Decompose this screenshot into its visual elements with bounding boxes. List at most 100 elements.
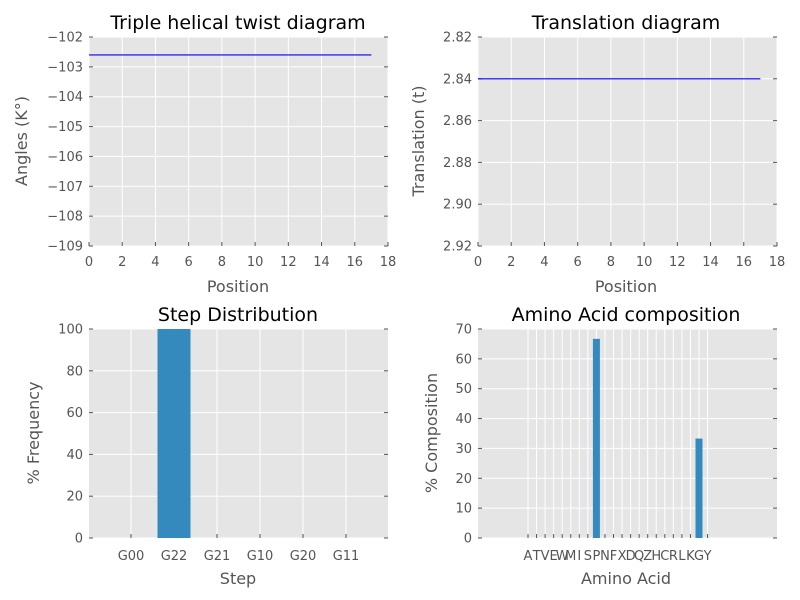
twist-plot-area xyxy=(89,37,388,246)
translation-ytick-label: 2.90 xyxy=(443,198,472,213)
twist-xtick-label: 12 xyxy=(280,255,297,270)
twist-xtick-label: 8 xyxy=(218,255,226,270)
translation-xtick-label: 4 xyxy=(540,255,548,270)
amino-xtick-label: P xyxy=(592,549,600,564)
translation-xtick-label: 2 xyxy=(507,255,515,270)
amino-xtick-label: Q xyxy=(634,549,644,564)
translation-xlabel: Position xyxy=(595,277,657,296)
twist-xtick-label: 2 xyxy=(118,255,126,270)
steps-ytick-label: 60 xyxy=(66,406,83,421)
twist-title: Triple helical twist diagram xyxy=(109,12,365,34)
twist-xtick-label: 4 xyxy=(151,255,159,270)
amino-xtick-label: L xyxy=(678,549,686,564)
amino-xtick-label: X xyxy=(618,549,627,564)
twist-ytick-label: −108 xyxy=(47,210,83,225)
amino-xtick-label: C xyxy=(660,549,669,564)
twist-chart: 0 2 4 6 8 10 12 14 16 18 −102 −103 −104 −105 −106 −107 −… xyxy=(12,12,396,296)
amino-chart: 0 10 20 30 40 50 60 70 A T V EWM I S P N F X DQZ H C R L K G Y Am… xyxy=(422,304,777,588)
twist-ytick-label: −105 xyxy=(47,120,83,135)
amino-xtick-label: G xyxy=(694,549,704,564)
translation-xtick-label: 0 xyxy=(474,255,482,270)
steps-xtick-label: G20 xyxy=(290,549,317,564)
steps-ytick-label: 20 xyxy=(66,490,83,505)
twist-ytick-label: −106 xyxy=(47,150,83,165)
amino-ytick-label: 0 xyxy=(464,532,472,547)
amino-xtick-label: Z xyxy=(643,549,652,564)
steps-bar xyxy=(157,329,191,538)
translation-plot-area xyxy=(478,37,777,246)
steps-xlabel: Step xyxy=(220,569,256,588)
amino-title: Amino Acid composition xyxy=(512,304,741,326)
steps-plot-area xyxy=(89,329,388,538)
amino-xtick-label: M xyxy=(565,549,576,564)
amino-xtick-label: A xyxy=(524,549,533,564)
translation-ytick-label: 2.88 xyxy=(443,156,472,171)
twist-ytick-label: −103 xyxy=(47,60,83,75)
amino-ytick-label: 40 xyxy=(455,412,472,427)
amino-xtick-label: K xyxy=(686,549,695,564)
steps-xtick-label: G10 xyxy=(247,549,274,564)
translation-ytick-label: 2.82 xyxy=(443,31,472,46)
twist-ytick-label: −107 xyxy=(47,180,83,195)
amino-ticks: 0 10 20 30 40 50 60 70 A T V EWM I S P N F X DQZ H C R L K G Y xyxy=(455,323,777,564)
translation-ticks: 0 2 4 6 8 10 12 14 16 18 2.82 2.84 2.86 2.88 2.90 2.92 xyxy=(443,31,785,271)
translation-xtick-label: 6 xyxy=(574,255,582,270)
translation-title: Translation diagram xyxy=(531,12,721,34)
twist-xtick-label: 0 xyxy=(85,255,93,270)
amino-bar xyxy=(592,338,600,538)
translation-xtick-label: 10 xyxy=(636,255,653,270)
twist-ticks: 0 2 4 6 8 10 12 14 16 18 −102 −103 −104 −105 −106 −107 −… xyxy=(47,31,396,271)
translation-xtick-label: 16 xyxy=(736,255,753,270)
translation-ylabel: Translation (t) xyxy=(409,85,428,197)
amino-xtick-label: N xyxy=(600,549,610,564)
steps-title: Step Distribution xyxy=(158,304,318,326)
amino-xtick-label: V xyxy=(541,549,550,564)
steps-ylabel: % Frequency xyxy=(24,382,43,485)
twist-ylabel: Angles (K°) xyxy=(12,96,31,186)
amino-ylabel: % Composition xyxy=(422,373,441,493)
amino-ytick-label: 60 xyxy=(455,352,472,367)
amino-xtick-label: I xyxy=(577,549,581,564)
amino-ytick-label: 50 xyxy=(455,382,472,397)
amino-xtick-label: H xyxy=(651,549,661,564)
twist-xlabel: Position xyxy=(207,277,269,296)
amino-xtick-label: T xyxy=(532,549,541,564)
amino-series xyxy=(592,338,703,538)
twist-xtick-label: 10 xyxy=(247,255,264,270)
translation-xtick-label: 12 xyxy=(669,255,686,270)
twist-ytick-label: −109 xyxy=(47,240,83,255)
twist-ytick-label: −104 xyxy=(47,90,83,105)
steps-grid xyxy=(89,328,388,539)
steps-ytick-label: 0 xyxy=(75,532,83,547)
steps-xtick-label: G11 xyxy=(333,549,360,564)
amino-xlabel: Amino Acid xyxy=(581,569,671,588)
translation-grid xyxy=(477,36,778,247)
twist-ytick-label: −102 xyxy=(47,31,83,46)
amino-ytick-label: 70 xyxy=(455,323,472,338)
translation-xtick-label: 8 xyxy=(607,255,615,270)
amino-xtick-label: W xyxy=(556,549,569,564)
amino-xtick-label: E xyxy=(550,549,558,564)
steps-xtick-label: G00 xyxy=(118,549,145,564)
translation-ytick-label: 2.92 xyxy=(443,240,472,255)
steps-ticks: 0 20 40 60 80 100 G00 G22 G21 G10 G20 G11 xyxy=(58,323,388,564)
translation-chart: 0 2 4 6 8 10 12 14 16 182.822.842.862.882.902.92 … xyxy=(409,12,785,296)
amino-xtick-label: Y xyxy=(703,549,712,564)
amino-xtick-label: R xyxy=(669,549,678,564)
twist-grid xyxy=(88,36,389,247)
amino-ytick-label: 20 xyxy=(455,472,472,487)
twist-xtick-label: 16 xyxy=(347,255,364,270)
amino-plot-area xyxy=(478,329,777,538)
translation-xtick-label: 18 xyxy=(769,255,786,270)
amino-ytick-label: 30 xyxy=(455,442,472,457)
amino-xtick-label: F xyxy=(610,549,617,564)
amino-ytick-label: 10 xyxy=(455,502,472,517)
translation-xtick-label: 14 xyxy=(702,255,719,270)
twist-xtick-label: 6 xyxy=(185,255,193,270)
steps-series xyxy=(157,329,191,538)
twist-xtick-label: 14 xyxy=(313,255,330,270)
twist-xtick-label: 18 xyxy=(380,255,397,270)
steps-xtick-label: G22 xyxy=(161,549,188,564)
steps-ytick-label: 40 xyxy=(66,448,83,463)
